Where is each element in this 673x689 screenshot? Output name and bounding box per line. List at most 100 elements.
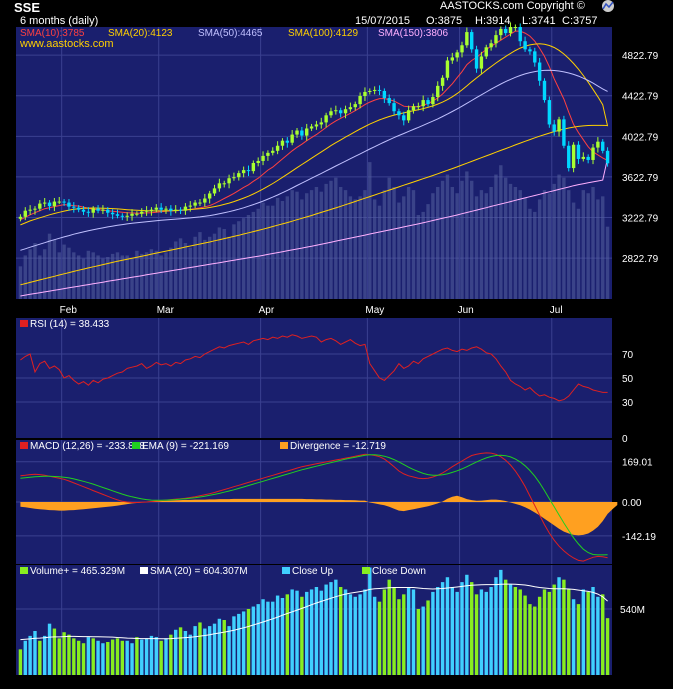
volume-bar (576, 604, 581, 675)
price-volume-bar (436, 187, 440, 299)
price-volume-bar (47, 233, 52, 299)
price-series (18, 22, 610, 299)
candle (406, 110, 411, 121)
volume-bar (329, 582, 333, 675)
volume-bar (33, 631, 37, 675)
volume-bar (416, 609, 421, 675)
volume-legend-swatch (282, 567, 290, 574)
candle (72, 206, 76, 208)
candle (18, 216, 23, 219)
price-volume-bar (280, 201, 285, 299)
volume-bar (285, 594, 290, 675)
y-tick-label: 30 (622, 398, 634, 409)
price-volume-bar (110, 253, 115, 299)
price-volume-bar (106, 257, 110, 299)
price-volume-bar (183, 243, 188, 299)
sma-label: SMA(100):4129 (288, 28, 358, 39)
price-volume-bar (72, 252, 76, 299)
y-tick-label: 70 (622, 350, 634, 361)
volume-bar (460, 582, 464, 675)
price-volume-bar (154, 250, 158, 299)
candle (474, 49, 479, 69)
volume-bar (353, 596, 357, 675)
volume-bar (567, 589, 571, 675)
volume-panel (16, 565, 612, 675)
candle (178, 209, 183, 211)
price-volume-bar (120, 255, 125, 299)
price-volume-bar (76, 255, 81, 299)
candle (343, 109, 348, 114)
price-volume-bar (67, 247, 71, 299)
candle (338, 110, 343, 114)
macd-line (20, 452, 608, 562)
candle (518, 27, 522, 42)
volume-series (18, 567, 610, 675)
macd-legend-swatch (20, 442, 28, 449)
volume-bar (149, 635, 154, 675)
volume-bar (207, 626, 212, 675)
price-volume-bar (130, 258, 134, 299)
volume-bar (324, 584, 328, 675)
candle (557, 119, 561, 132)
price-volume-bar (319, 191, 323, 299)
y-tick-label: 169.01 (622, 458, 653, 469)
candle (149, 209, 154, 211)
candle (169, 208, 173, 211)
x-tick-label: Jun (458, 305, 474, 316)
price-volume-bar (382, 190, 387, 299)
volume-bar (67, 634, 71, 675)
candle (508, 27, 513, 34)
price-volume-bar (460, 180, 464, 299)
price-volume-bar (115, 252, 120, 299)
volume-bar (183, 631, 188, 675)
volume-bar (392, 587, 396, 675)
candle (115, 214, 120, 216)
volume-bar (562, 579, 566, 675)
price-volume-bar (222, 229, 226, 299)
volume-bar (72, 638, 76, 675)
price-volume-bar (217, 227, 222, 299)
price-volume-bar (411, 190, 416, 299)
volume-bar (411, 589, 416, 675)
date-label: 15/07/2015 (355, 15, 410, 27)
volume-bar (319, 590, 323, 675)
candle (503, 29, 508, 34)
symbol-title: SSE (14, 0, 40, 15)
candle (222, 183, 226, 185)
y-tick-label: 3622.79 (622, 173, 659, 184)
volume-bar (261, 599, 265, 675)
candle (479, 56, 484, 69)
volume-bar (18, 649, 23, 675)
price-volume-bar (203, 239, 207, 299)
price-volume-bar (406, 187, 411, 299)
price-volume-bar (596, 199, 600, 299)
volume-bar (154, 637, 158, 675)
candle (305, 128, 309, 136)
candle (261, 155, 265, 161)
volume-bar (300, 596, 304, 675)
volume-bar (86, 637, 91, 675)
low-label: L:3741 (522, 15, 556, 27)
price-volume-bar (42, 249, 47, 299)
volume-bar (76, 640, 81, 675)
sma-line (20, 69, 608, 251)
candle (440, 77, 445, 86)
volume-bar (334, 579, 338, 675)
volume-bar (474, 594, 479, 675)
price-volume-bar (508, 183, 513, 299)
price-volume-bar (57, 252, 61, 299)
price-volume-bar (207, 236, 212, 299)
price-volume-bar (402, 196, 406, 299)
price-volume-bar (499, 165, 503, 299)
candle (183, 206, 188, 211)
x-tick-label: Mar (157, 305, 175, 316)
volume-bar (508, 584, 513, 675)
volume-bar (174, 629, 178, 675)
volume-bar (256, 604, 260, 675)
volume-bar (309, 589, 314, 675)
open-label: O:3875 (426, 15, 462, 27)
volume-bar (591, 587, 595, 675)
rsi-line (20, 334, 608, 402)
candle (465, 32, 469, 46)
candle (28, 209, 32, 211)
